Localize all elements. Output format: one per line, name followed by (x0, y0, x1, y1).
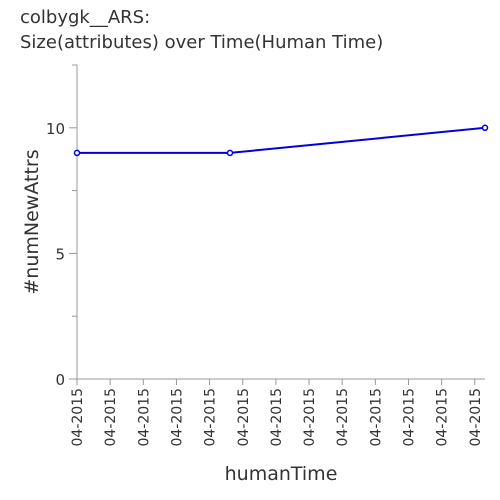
x-tick-label: 04-2015 (70, 388, 86, 447)
data-point (483, 125, 488, 130)
x-tick-label: 04-2015 (203, 388, 219, 447)
y-tick-label: 5 (55, 245, 65, 263)
y-tick-label: 10 (46, 120, 65, 138)
x-tick-label: 04-2015 (103, 388, 119, 447)
x-tick-label: 04-2015 (236, 388, 252, 447)
axes (77, 65, 485, 379)
y-axis-label: #numNewAttrs (21, 149, 43, 294)
y-ticks: 0 5 10 (46, 65, 77, 389)
x-tick-label: 04-2015 (169, 388, 185, 447)
x-axis-label: humanTime (225, 463, 338, 485)
x-tick-label: 04-2015 (435, 388, 451, 447)
series (75, 125, 488, 155)
x-tick-label: 04-2015 (269, 388, 285, 447)
x-tick-label: 04-2015 (468, 388, 484, 447)
x-tick-label: 04-2015 (302, 388, 318, 447)
series-line (77, 128, 485, 153)
x-ticks: 04-2015 04-2015 04-2015 04-2015 04-2015 04-20… (70, 379, 484, 447)
y-tick-label: 0 (55, 371, 65, 389)
data-point (75, 150, 80, 155)
x-tick-label: 04-2015 (402, 388, 418, 447)
x-tick-label: 04-2015 (335, 388, 351, 447)
x-tick-label: 04-2015 (136, 388, 152, 447)
data-point (228, 150, 233, 155)
x-tick-label: 04-2015 (368, 388, 384, 447)
